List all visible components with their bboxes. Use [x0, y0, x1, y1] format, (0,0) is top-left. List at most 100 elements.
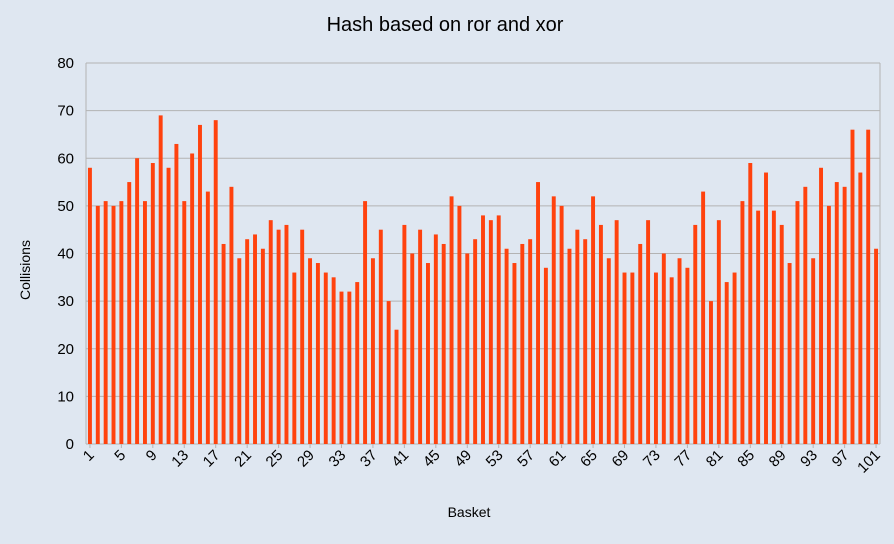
bar [866, 129, 871, 445]
bar [87, 167, 92, 444]
bar [331, 277, 336, 444]
bar [339, 291, 344, 444]
bar [260, 248, 265, 444]
bar [551, 196, 556, 444]
bar [221, 243, 226, 444]
bar [229, 186, 234, 444]
bar [465, 253, 470, 444]
y-tick-label: 0 [66, 436, 74, 453]
bar [709, 301, 713, 444]
bar [488, 220, 493, 444]
bar [182, 201, 187, 444]
bar [638, 243, 643, 444]
bar [646, 220, 651, 444]
bar [190, 153, 195, 445]
bar [119, 201, 124, 444]
x-tick-label: 97 [829, 447, 853, 471]
bar [811, 258, 816, 444]
x-tick-label: 37 [357, 447, 381, 471]
bar [268, 220, 273, 444]
x-tick-label: 49 [451, 447, 475, 471]
bar [795, 201, 800, 444]
y-tick-label: 40 [57, 246, 74, 263]
bar [724, 282, 729, 444]
bar [528, 239, 533, 444]
x-tick-label: 33 [326, 447, 350, 471]
bar [591, 196, 596, 444]
bar [858, 172, 863, 444]
y-tick-label: 10 [57, 388, 74, 405]
bar [779, 224, 784, 444]
bar [315, 263, 320, 444]
bar [378, 229, 383, 444]
bar [323, 272, 328, 444]
bar [716, 220, 721, 444]
x-tick-label: 13 [168, 447, 192, 471]
bar [308, 258, 313, 444]
bar [834, 182, 839, 444]
bar [567, 248, 572, 444]
bar [826, 205, 831, 444]
y-axis-label: Collisions [17, 240, 33, 300]
bar [213, 120, 218, 445]
bar [850, 129, 855, 445]
bar [276, 229, 281, 444]
x-tick-label: 25 [263, 447, 287, 471]
bar [205, 191, 210, 444]
bar [198, 124, 202, 444]
bar [653, 272, 658, 444]
bar [669, 277, 674, 444]
bar [520, 243, 525, 444]
x-tick-label: 61 [546, 447, 570, 471]
bar [292, 272, 297, 444]
bar [764, 172, 768, 444]
x-tick-label: 5 [111, 447, 129, 465]
bar [127, 182, 132, 444]
y-tick-label: 80 [57, 55, 74, 72]
x-tick-label: 45 [420, 447, 444, 471]
bar [606, 258, 611, 444]
bar [441, 243, 446, 444]
x-tick-label: 69 [609, 447, 633, 471]
bar [95, 205, 100, 444]
bar [237, 258, 242, 444]
bar [740, 201, 745, 444]
bar [630, 272, 635, 444]
bar [363, 201, 368, 444]
bar [677, 258, 682, 444]
bar [473, 239, 478, 444]
bar [135, 158, 140, 444]
bar [449, 196, 454, 444]
bar [614, 220, 619, 444]
bar [386, 301, 391, 444]
bar [426, 263, 430, 444]
bar [575, 229, 580, 444]
bar [300, 229, 305, 444]
bar [543, 267, 548, 444]
x-tick-label: 21 [231, 447, 255, 471]
bar [158, 115, 163, 444]
bar [166, 167, 171, 444]
bar [142, 201, 147, 444]
bar [693, 224, 698, 444]
bar [874, 248, 879, 444]
x-tick-label: 41 [388, 447, 412, 471]
y-tick-label: 70 [57, 103, 74, 120]
bar [410, 253, 415, 444]
x-tick-label: 85 [734, 447, 758, 471]
plot-area: 0 10 20 30 40 50 60 70 80 1 5 9 13 17 21 25 29 33 37 41 45 49… [57, 55, 884, 477]
bar [756, 210, 761, 444]
bar [481, 215, 485, 444]
bar [819, 167, 824, 444]
bar [457, 205, 462, 444]
bar [253, 234, 257, 444]
bar [583, 239, 588, 444]
bar [111, 205, 116, 444]
bar [598, 224, 603, 444]
bar [418, 229, 423, 444]
x-tick-label: 9 [143, 447, 161, 465]
x-tick-label: 89 [766, 447, 790, 471]
x-tick-label: 53 [483, 447, 507, 471]
